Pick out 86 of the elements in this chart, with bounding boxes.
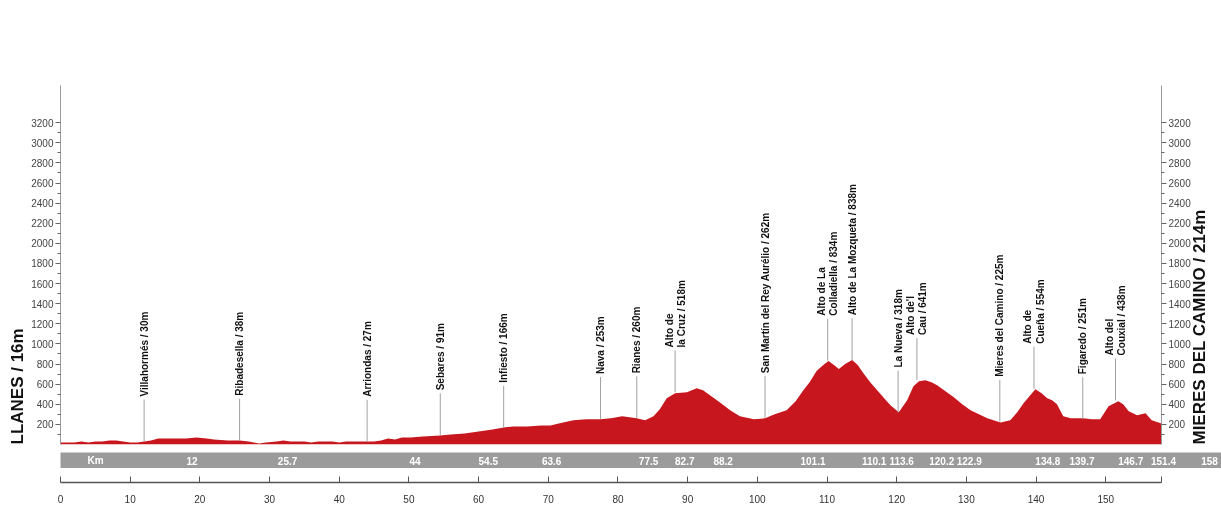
x-tick-label: 100 [748, 493, 767, 505]
y-tick-label: 2200 [31, 218, 54, 230]
y2-axis-title: MIERES DEL CAMINO / 214m [1190, 209, 1210, 445]
annotation: Alto del Couxial / 438m [1103, 285, 1128, 356]
annotation: La Nueva / 318m [892, 289, 904, 368]
annotation: Infiesto / 166m [498, 313, 510, 383]
x-tick-label: 90 [682, 493, 694, 505]
y2-tick-label: 2200 [1168, 218, 1192, 230]
y2-tick-label: 2000 [1168, 238, 1192, 250]
annotation: Arriondas / 27m [361, 321, 373, 397]
annotation: Alto de Cueña / 554m [1022, 279, 1046, 344]
annotation: Ribadesella / 38m [234, 311, 246, 396]
y2-tick-label: 2600 [1168, 178, 1192, 190]
x2-tick-label: 139.7 [1069, 455, 1095, 467]
y-tick-label: 1000 [31, 338, 54, 350]
y-tick-label: 1400 [31, 298, 54, 310]
y-tick-label: 2000 [31, 238, 54, 250]
x2-tick-label: 122.9 [956, 455, 983, 467]
x-tick-label: 130 [958, 493, 976, 505]
y-tick-label: 2600 [31, 178, 54, 190]
annotation: Rianes / 260m [631, 306, 643, 374]
y2-tick-label: 600 [1168, 379, 1186, 391]
annotation: San Martín del Rey Aurélio / 262m [759, 212, 771, 374]
y2-tick-label: 200 [1168, 419, 1186, 431]
y-axis-title: LLANES / 16m [7, 328, 27, 445]
y2-tick-label: 1800 [1168, 258, 1192, 270]
x2-tick-label: 63.6 [541, 455, 562, 467]
x-tick-label: 70 [542, 493, 555, 505]
y2-tick-label: 1200 [1168, 318, 1192, 330]
x-tick-label: 30 [263, 493, 276, 505]
x2-tick-label: 82.7 [675, 455, 695, 467]
x2-tick-label: 101.1 [800, 455, 826, 467]
x2-tick-label: 151.4 [1151, 455, 1177, 467]
y-tick-label: 2800 [31, 157, 54, 169]
annotation: Alto de La Mozqueta / 838m [846, 183, 858, 316]
x2-tick-label: 54.5 [478, 455, 499, 467]
y-tick-label: 1600 [31, 278, 54, 290]
y2-tick-label: 1600 [1168, 278, 1192, 290]
annotation: Figaredo / 251m [1077, 298, 1089, 375]
annotation: Mieres del Camino / 225m [994, 254, 1006, 377]
annotation: Alto de la Cruz / 518m [663, 280, 687, 348]
y2-tick-label: 1400 [1168, 298, 1192, 310]
y2-tick-label: 3000 [1168, 137, 1192, 149]
annotation: Alto de'l Cau / 641m [905, 282, 929, 336]
x-tick-label: 80 [612, 493, 624, 505]
x-tick-label: 40 [333, 493, 346, 505]
x-tick-label: 110 [819, 493, 836, 505]
x2-tick-label: 134.8 [1035, 455, 1061, 467]
x-tick-label: 50 [403, 493, 415, 505]
annotation: Alto de La Colladiella / 834m [816, 231, 840, 316]
y-tick-label: 800 [36, 359, 54, 371]
x-tick-label: 120 [888, 493, 906, 505]
y-tick-label: 3000 [31, 137, 54, 149]
y-tick-label: 400 [36, 399, 54, 411]
x-tick-label: 140 [1027, 493, 1045, 505]
x2-tick-label: 120.2 [929, 455, 955, 467]
y-tick-label: 2400 [31, 198, 54, 210]
y-tick-label: 200 [36, 419, 54, 431]
x-tick-label: 150 [1097, 493, 1115, 505]
x-tick-label: 60 [473, 493, 485, 505]
y2-tick-label: 2800 [1168, 157, 1192, 169]
x-tick-label: 10 [124, 493, 137, 505]
annotation: Villahormés / 30m [138, 311, 150, 397]
x2-tick-label: 25.7 [277, 455, 298, 467]
y2-tick-label: 400 [1168, 399, 1186, 411]
x2-tick-label: 113.6 [889, 455, 915, 467]
y-tick-label: 1200 [31, 318, 54, 330]
x2-tick-label: 44 [409, 455, 422, 467]
x2-tick-label: 77.5 [638, 455, 659, 467]
y2-tick-label: 800 [1168, 359, 1186, 371]
y2-tick-label: 1000 [1168, 338, 1192, 350]
x2-tick-label: 110.1 [861, 455, 887, 467]
y2-tick-label: 2400 [1168, 198, 1192, 210]
y2-tick-label: 3200 [1168, 117, 1192, 129]
y-tick-label: 600 [36, 379, 54, 391]
x2-tick-label: 88.2 [713, 455, 734, 467]
x-tick-label: 20 [194, 493, 206, 505]
x2-axis-title: Km [87, 455, 104, 466]
x2-tick-label: 12 [186, 455, 199, 467]
annotation: Nava / 253m [595, 316, 607, 375]
annotation: Sebares / 91m [434, 322, 446, 391]
y-tick-label: 3200 [31, 117, 54, 129]
y-tick-label: 1800 [31, 258, 54, 270]
x2-tick-label: 158 [1201, 455, 1219, 467]
x2-tick-label: 146.7 [1118, 455, 1144, 467]
x-tick-label: 0 [57, 493, 64, 505]
